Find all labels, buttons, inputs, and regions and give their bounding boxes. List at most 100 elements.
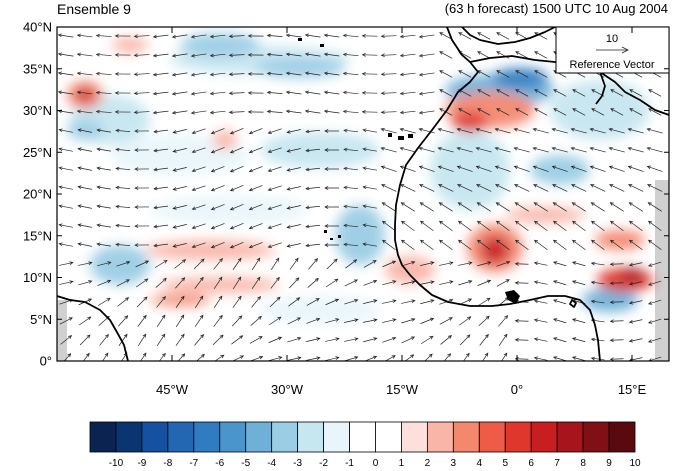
- wind-vector-head: [342, 33, 347, 38]
- wind-vector-head: [487, 261, 492, 265]
- wind-vector-head: [532, 127, 537, 132]
- wind-vector-head: [68, 317, 73, 321]
- wind-vector-head: [162, 295, 166, 301]
- wind-vector-head: [171, 53, 177, 58]
- wind-vector-head: [76, 52, 81, 57]
- peninsula-fragment: [595, 71, 606, 105]
- wind-vector-head: [495, 202, 500, 206]
- wind-vector: [420, 220, 434, 232]
- wind-vector: [515, 70, 529, 78]
- wind-vector: [172, 91, 188, 95]
- colorbar-label: -6: [215, 458, 224, 469]
- wind-vector: [59, 186, 73, 190]
- wind-vector-head: [285, 71, 290, 76]
- wind-vector: [250, 316, 262, 326]
- wind-vector-head: [275, 257, 280, 262]
- wind-vector-head: [172, 187, 177, 191]
- wind-vector: [251, 277, 261, 289]
- wind-vector-head: [85, 352, 90, 357]
- wind-vector-head: [362, 128, 367, 133]
- wind-vector-head: [286, 206, 291, 210]
- wind-vector-head: [125, 279, 130, 283]
- wind-vector-head: [267, 149, 272, 153]
- wind-vector-head: [77, 166, 82, 171]
- wind-vector-head: [590, 261, 596, 266]
- wind-vector-head: [229, 225, 235, 230]
- wind-vector: [288, 297, 300, 307]
- wind-vector: [439, 89, 453, 97]
- wind-vector-head: [609, 319, 614, 323]
- wind-vector-head: [209, 110, 214, 115]
- wind-vector-head: [647, 220, 653, 225]
- wind-vector: [268, 336, 282, 344]
- wind-vector: [324, 34, 340, 38]
- wind-vector: [97, 243, 111, 247]
- wind-vector-head: [476, 184, 481, 188]
- wind-vector: [534, 357, 548, 361]
- wind-vector: [629, 319, 643, 323]
- colorbar-swatch: [375, 421, 402, 453]
- reference-vector-magnitude: 10: [606, 33, 618, 45]
- wind-vector-head: [115, 185, 120, 190]
- wind-vector-head: [484, 352, 489, 357]
- wind-vector-head: [553, 89, 558, 93]
- wind-vector: [572, 356, 586, 361]
- wind-vector-head: [608, 127, 613, 132]
- wind-vector-head: [533, 261, 539, 266]
- wind-vector: [172, 34, 188, 38]
- wind-vector-head: [506, 260, 511, 265]
- wind-vector: [591, 357, 605, 361]
- colorbar-label: -8: [163, 458, 172, 469]
- wind-vector-head: [628, 300, 634, 305]
- wind-vector-head: [228, 91, 233, 96]
- wind-vector-head: [171, 72, 177, 77]
- wind-vector-head: [392, 280, 397, 284]
- wind-vector: [59, 224, 73, 228]
- wind-vector: [477, 108, 491, 116]
- wind-vector: [591, 239, 605, 251]
- wind-vector: [230, 222, 244, 230]
- wind-vector: [59, 243, 73, 247]
- wind-vector-head: [418, 91, 424, 96]
- wind-vector-head: [553, 280, 558, 284]
- wind-vector-head: [342, 52, 347, 57]
- wind-vector: [591, 281, 605, 285]
- wind-vector: [381, 92, 397, 94]
- wind-vector: [344, 224, 358, 228]
- wind-vector: [287, 243, 301, 247]
- wind-vector-head: [628, 262, 634, 267]
- wind-vector: [515, 89, 529, 97]
- wind-vector-head: [513, 127, 518, 132]
- wind-vector: [211, 223, 225, 229]
- wind-vector: [213, 258, 223, 270]
- wind-vector-head: [381, 239, 387, 244]
- wind-vector-head: [430, 299, 435, 303]
- wind-vector-head: [218, 276, 223, 281]
- wind-vector: [172, 72, 188, 76]
- wind-vector-head: [210, 244, 216, 249]
- wind-vector-head: [571, 280, 577, 284]
- lon-label: 0°: [511, 382, 523, 397]
- wind-vector: [305, 91, 321, 95]
- wind-vector: [287, 167, 301, 171]
- wind-vector-head: [571, 356, 577, 360]
- wind-vector-head: [77, 147, 82, 152]
- wind-vector: [175, 334, 185, 346]
- wind-vector: [325, 278, 339, 288]
- wind-vector-head: [267, 168, 272, 172]
- wind-vector: [591, 300, 605, 304]
- wind-vector-head: [590, 280, 596, 285]
- wind-vector: [155, 278, 167, 288]
- wind-vector-head: [115, 166, 120, 171]
- wind-vector-head: [438, 184, 443, 188]
- wind-vector: [96, 54, 112, 56]
- wind-vector: [533, 147, 549, 153]
- wind-vector: [344, 186, 358, 190]
- wind-vector: [286, 34, 302, 38]
- wind-vector-head: [267, 206, 272, 210]
- wind-vector: [381, 35, 397, 37]
- wind-vector: [498, 334, 508, 346]
- wind-vector-head: [163, 259, 168, 264]
- wind-vector-head: [476, 202, 481, 206]
- wind-vector-head: [191, 225, 196, 230]
